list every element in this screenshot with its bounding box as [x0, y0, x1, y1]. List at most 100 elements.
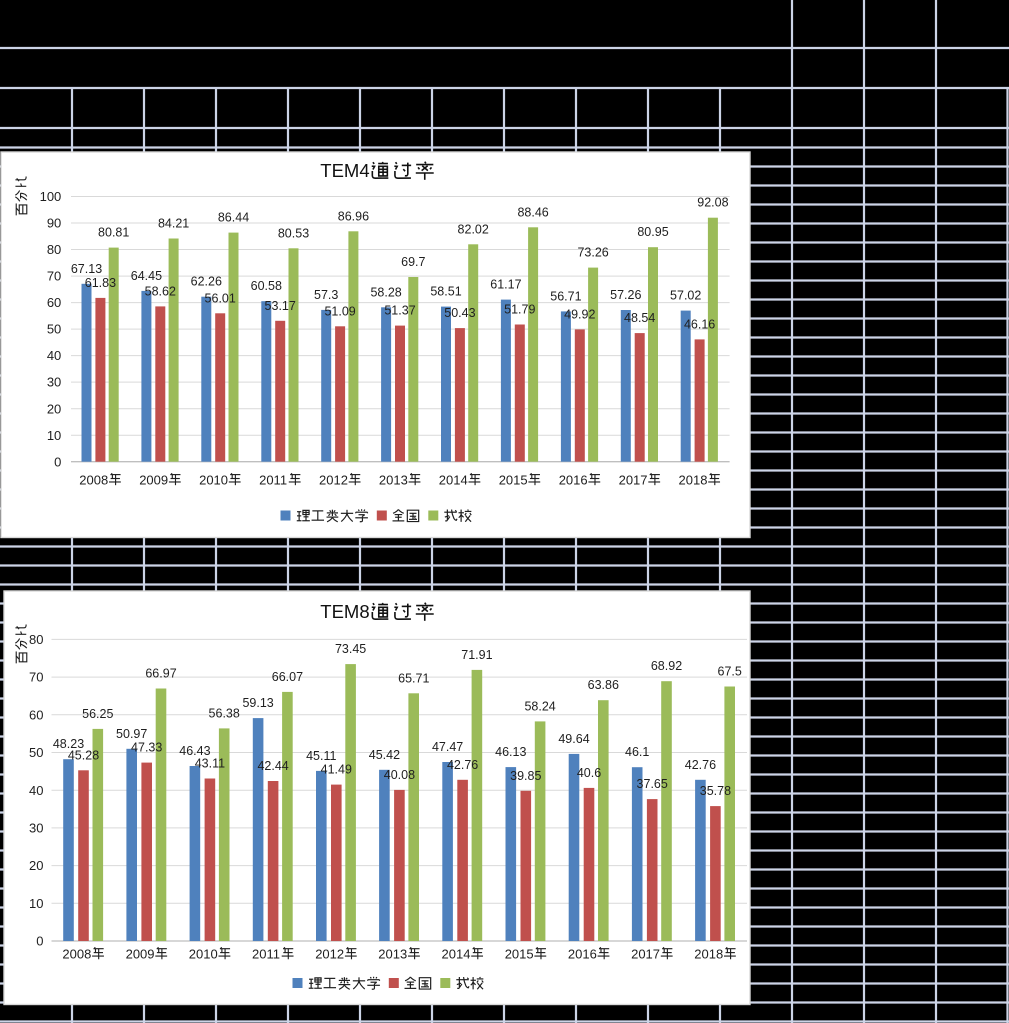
svg-text:50: 50: [47, 322, 61, 337]
svg-text:60.58: 60.58: [251, 279, 282, 293]
svg-text:50: 50: [29, 745, 43, 760]
svg-text:20: 20: [47, 401, 61, 416]
svg-text:70: 70: [29, 670, 43, 685]
svg-text:2015: 2015: [499, 472, 528, 487]
svg-text:2018: 2018: [679, 472, 708, 487]
svg-text:2012: 2012: [319, 472, 348, 487]
svg-text:2013: 2013: [379, 472, 408, 487]
svg-text:92.08: 92.08: [697, 196, 728, 210]
svg-text:80.81: 80.81: [98, 226, 129, 240]
svg-text:67.5: 67.5: [718, 665, 742, 679]
svg-text:37.65: 37.65: [637, 777, 668, 791]
svg-text:51.37: 51.37: [384, 304, 415, 318]
svg-text:2010: 2010: [189, 946, 218, 961]
svg-text:80.53: 80.53: [278, 226, 309, 240]
svg-text:2016: 2016: [559, 472, 588, 487]
svg-text:86.96: 86.96: [338, 209, 369, 223]
svg-text:30: 30: [29, 821, 43, 836]
svg-text:53.17: 53.17: [265, 299, 296, 313]
svg-text:2011: 2011: [259, 472, 287, 487]
svg-text:64.45: 64.45: [131, 269, 162, 283]
svg-text:2017: 2017: [619, 472, 648, 487]
svg-text:42.76: 42.76: [685, 758, 716, 772]
svg-text:49.92: 49.92: [564, 307, 595, 321]
svg-text:2009: 2009: [126, 946, 155, 961]
svg-text:56.38: 56.38: [209, 706, 240, 720]
svg-text:2011: 2011: [252, 946, 280, 961]
svg-text:58.62: 58.62: [145, 284, 176, 298]
svg-text:30: 30: [47, 375, 61, 390]
svg-text:51.79: 51.79: [504, 303, 535, 317]
svg-text:47.33: 47.33: [131, 741, 162, 755]
svg-text:2014: 2014: [439, 472, 468, 487]
svg-text:69.7: 69.7: [401, 255, 425, 269]
svg-text:41.49: 41.49: [321, 763, 352, 777]
svg-text:57.3: 57.3: [314, 288, 338, 302]
svg-text:67.13: 67.13: [71, 262, 102, 276]
svg-text:42.44: 42.44: [257, 759, 288, 773]
svg-text:46.43: 46.43: [179, 744, 210, 758]
svg-text:80: 80: [29, 632, 43, 647]
svg-text:84.21: 84.21: [158, 217, 189, 231]
svg-text:46.1: 46.1: [625, 745, 649, 759]
svg-text:80.95: 80.95: [637, 225, 668, 239]
svg-text:2010: 2010: [199, 472, 228, 487]
svg-text:56.71: 56.71: [550, 289, 581, 303]
svg-text:2017: 2017: [631, 946, 660, 961]
svg-text:2012: 2012: [315, 946, 344, 961]
svg-text:58.28: 58.28: [370, 285, 401, 299]
svg-text:88.46: 88.46: [517, 205, 548, 219]
svg-text:35.78: 35.78: [700, 784, 731, 798]
svg-text:0: 0: [54, 454, 61, 469]
svg-text:56.01: 56.01: [205, 291, 236, 305]
svg-text:58.51: 58.51: [430, 285, 461, 299]
svg-text:50.43: 50.43: [444, 306, 475, 320]
svg-text:40: 40: [47, 348, 61, 363]
svg-text:68.92: 68.92: [651, 659, 682, 673]
svg-text:40.6: 40.6: [577, 766, 601, 780]
svg-text:62.26: 62.26: [191, 275, 222, 289]
svg-text:57.02: 57.02: [670, 289, 701, 303]
svg-text:66.97: 66.97: [145, 667, 176, 681]
svg-text:10: 10: [47, 428, 61, 443]
svg-text:50.97: 50.97: [116, 727, 147, 741]
svg-text:45.11: 45.11: [306, 749, 336, 763]
svg-text:2008: 2008: [79, 472, 108, 487]
svg-text:45.28: 45.28: [68, 748, 99, 762]
svg-text:43.11: 43.11: [195, 757, 225, 771]
svg-text:51.09: 51.09: [324, 304, 355, 318]
svg-text:TEM4: TEM4: [320, 160, 369, 181]
svg-text:90: 90: [47, 216, 61, 231]
svg-text:46.13: 46.13: [495, 745, 526, 759]
svg-text:48.54: 48.54: [624, 311, 655, 325]
svg-text:39.85: 39.85: [510, 769, 541, 783]
svg-text:70: 70: [47, 269, 61, 284]
svg-text:59.13: 59.13: [242, 696, 273, 710]
svg-text:82.02: 82.02: [458, 222, 489, 236]
svg-text:20: 20: [29, 858, 43, 873]
svg-text:58.24: 58.24: [524, 699, 555, 713]
svg-text:80: 80: [47, 242, 61, 257]
svg-text:2014: 2014: [442, 946, 471, 961]
svg-text:57.26: 57.26: [610, 288, 641, 302]
svg-text:2013: 2013: [378, 946, 407, 961]
svg-text:73.26: 73.26: [577, 246, 608, 260]
svg-text:47.47: 47.47: [432, 740, 463, 754]
svg-text:66.07: 66.07: [272, 670, 303, 684]
svg-text:2016: 2016: [568, 946, 597, 961]
svg-text:48.23: 48.23: [53, 737, 84, 751]
svg-text:65.71: 65.71: [398, 671, 429, 685]
svg-text:42.76: 42.76: [447, 758, 478, 772]
svg-text:61.83: 61.83: [85, 276, 116, 290]
svg-text:86.44: 86.44: [218, 211, 249, 225]
svg-text:45.42: 45.42: [369, 748, 400, 762]
svg-text:60: 60: [47, 295, 61, 310]
svg-text:2015: 2015: [505, 946, 534, 961]
svg-text:2009: 2009: [139, 472, 168, 487]
svg-text:71.91: 71.91: [461, 648, 492, 662]
svg-text:2008: 2008: [62, 946, 91, 961]
svg-text:56.25: 56.25: [82, 707, 113, 721]
svg-text:73.45: 73.45: [335, 642, 366, 656]
svg-text:49.64: 49.64: [558, 732, 589, 746]
svg-text:10: 10: [29, 896, 43, 911]
